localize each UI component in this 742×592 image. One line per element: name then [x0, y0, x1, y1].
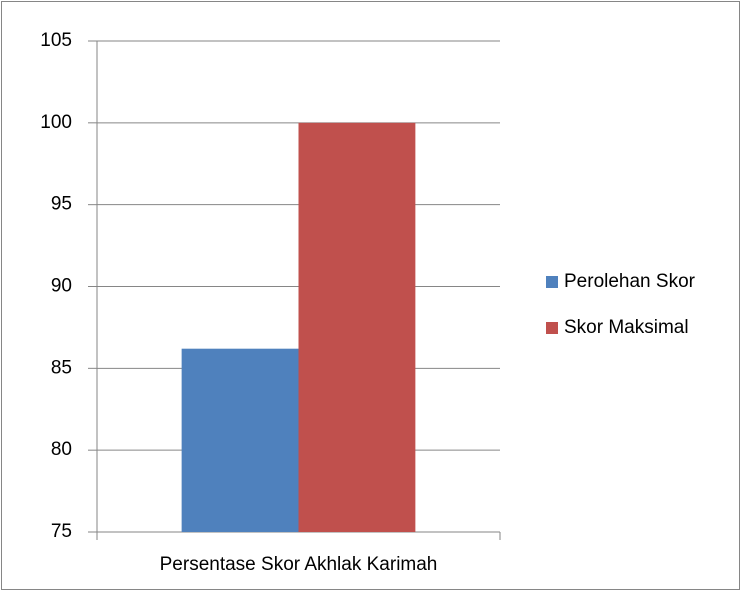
y-tick-label: 90 [51, 276, 72, 297]
bar [298, 122, 416, 532]
legend-label: Skor Maksimal [564, 317, 689, 338]
x-tick-label: Persentase Skor Akhlak Karimah [160, 554, 438, 575]
y-tick-label: 85 [51, 357, 72, 378]
y-tick-label: 100 [40, 112, 72, 133]
legend-label: Perolehan Skor [564, 271, 696, 292]
legend-swatch [546, 276, 558, 288]
bar [181, 348, 299, 532]
y-tick-label: 80 [51, 439, 72, 460]
y-tick-label: 105 [40, 30, 72, 51]
y-tick-label: 95 [51, 194, 72, 215]
legend-swatch [546, 322, 558, 334]
y-tick-label: 75 [51, 521, 72, 542]
